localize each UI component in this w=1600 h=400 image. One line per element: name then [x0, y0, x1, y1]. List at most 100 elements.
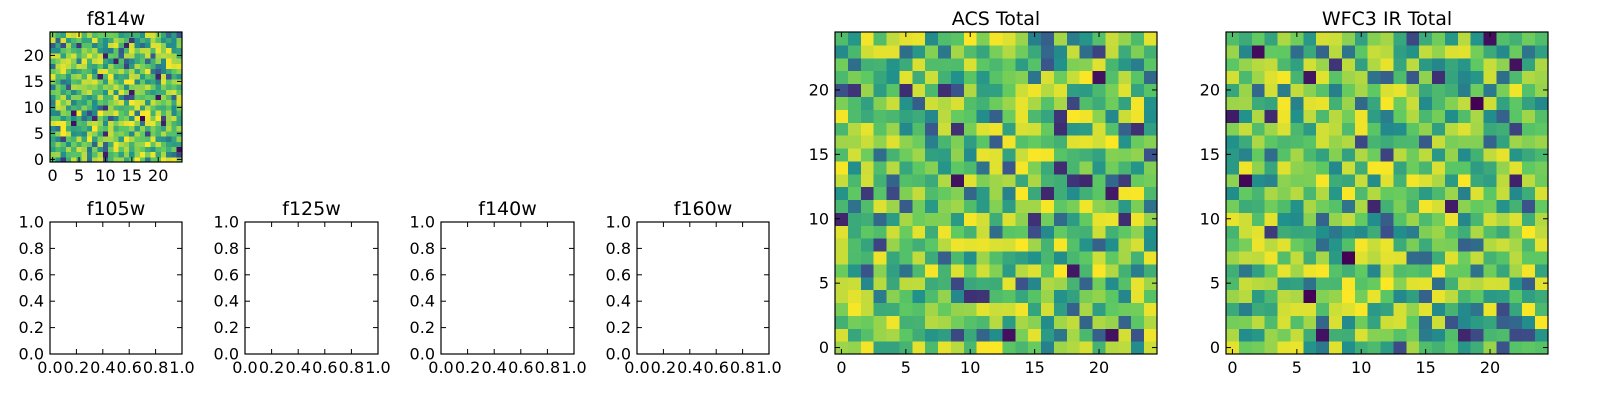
heatmap-cell: [1079, 289, 1094, 304]
heatmap-cell: [55, 141, 62, 147]
heatmap-cell: [97, 68, 104, 75]
heatmap-cell: [60, 115, 67, 121]
heatmap-cell: [1066, 199, 1081, 213]
y-tick-label: 0.6: [214, 265, 239, 284]
heatmap-cell: [1470, 276, 1485, 291]
heatmap-cell: [155, 58, 162, 64]
heatmap-cell: [139, 78, 146, 85]
heatmap-cell: [1144, 212, 1158, 226]
heatmap-cell: [950, 160, 965, 175]
heatmap-cell: [860, 238, 875, 252]
heatmap-cell: [76, 58, 83, 64]
heatmap-cell: [1470, 83, 1485, 97]
heatmap-cell: [1367, 302, 1382, 316]
heatmap-cell: [55, 99, 62, 106]
heatmap-cell: [976, 199, 991, 213]
heatmap-cell: [1226, 328, 1240, 342]
heatmap-cell: [1144, 83, 1158, 97]
heatmap-cell: [1015, 57, 1029, 72]
heatmap-cell: [1509, 160, 1523, 175]
axes-frame: [834, 31, 1158, 355]
heatmap-cell: [873, 96, 888, 110]
heatmap-cell: [1092, 147, 1107, 162]
heatmap-cell: [1457, 147, 1472, 162]
heatmap-cell: [1419, 122, 1433, 136]
heatmap-cell: [134, 52, 141, 59]
heatmap-cell: [938, 32, 952, 46]
heatmap-cell: [1522, 109, 1536, 123]
heatmap-cell: [1028, 96, 1042, 110]
heatmap-cell: [950, 238, 965, 252]
heatmap-cell: [1066, 263, 1081, 278]
heatmap-cell: [950, 57, 965, 72]
heatmap-cell: [1354, 328, 1369, 342]
heatmap-cell: [108, 146, 114, 153]
heatmap-cell: [1251, 135, 1266, 149]
heatmap-cell: [963, 109, 978, 123]
heatmap-cell: [150, 120, 157, 127]
heatmap-cell: [847, 32, 862, 46]
heatmap-cell: [1092, 315, 1107, 329]
heatmap-cell: [1118, 109, 1132, 123]
heatmap-cell: [989, 212, 1004, 226]
heatmap-cell: [50, 47, 56, 54]
heatmap-cell: [1053, 96, 1068, 110]
y-tick-label: 15: [24, 72, 44, 91]
heatmap-cell: [899, 83, 913, 97]
heatmap-cell: [60, 78, 67, 85]
heatmap-cell: [912, 315, 926, 329]
heatmap-cell: [1329, 32, 1343, 46]
x-tick-label: 0.6: [703, 358, 728, 377]
heatmap-cell: [1341, 276, 1356, 291]
heatmap-cell: [1354, 70, 1369, 85]
heatmap-cell: [102, 125, 109, 132]
heatmap-cell: [1457, 289, 1472, 304]
axes-background: [637, 222, 769, 354]
heatmap-cell: [1406, 57, 1420, 72]
heatmap-cell: [1238, 289, 1253, 304]
heatmap-cell: [150, 110, 157, 116]
heatmap-cell: [155, 125, 162, 132]
heatmap-cell: [976, 341, 991, 355]
heatmap-cell: [113, 125, 120, 132]
heatmap-cell: [97, 63, 104, 69]
y-tick-label: 0.8: [410, 239, 435, 258]
heatmap-cell: [1041, 302, 1055, 316]
heatmap-cell: [1444, 328, 1459, 342]
heatmap-cell: [166, 73, 173, 80]
heatmap-cell: [81, 115, 88, 121]
heatmap-cell: [1053, 44, 1068, 59]
axes-background: [441, 222, 574, 354]
heatmap-cell: [92, 130, 99, 137]
heatmap-cell: [171, 146, 178, 153]
y-tick-label: 0.2: [19, 318, 44, 337]
heatmap-cell: [1251, 250, 1266, 265]
heatmap-cell: [1419, 173, 1433, 188]
heatmap-cell: [925, 147, 939, 162]
heatmap-cell: [873, 109, 888, 123]
heatmap-cell: [886, 302, 900, 316]
heatmap-cell: [166, 110, 173, 116]
heatmap-cell: [1419, 328, 1433, 342]
heatmap-cell: [1105, 147, 1119, 162]
heatmap-cell: [1226, 212, 1240, 226]
heatmap-cell: [176, 115, 183, 121]
heatmap-cell: [134, 94, 141, 101]
heatmap-cell: [150, 58, 157, 64]
heatmap-cell: [171, 52, 178, 59]
heatmap-cell: [1303, 212, 1317, 226]
x-tick-label: 0.6: [508, 358, 533, 377]
heatmap-cell: [963, 302, 978, 316]
heatmap-cell: [886, 289, 900, 304]
heatmap-cell: [1277, 250, 1291, 265]
heatmap-cell: [1066, 70, 1081, 85]
heatmap-cell: [55, 84, 62, 90]
heatmap-cell: [155, 115, 162, 121]
heatmap-cell: [1144, 44, 1158, 59]
heatmap-cell: [1470, 96, 1485, 110]
heatmap-cell: [860, 186, 875, 201]
heatmap-cell: [1226, 122, 1240, 136]
heatmap-cell: [912, 186, 926, 201]
heatmap-cell: [1053, 57, 1068, 72]
heatmap-cell: [1303, 328, 1317, 342]
